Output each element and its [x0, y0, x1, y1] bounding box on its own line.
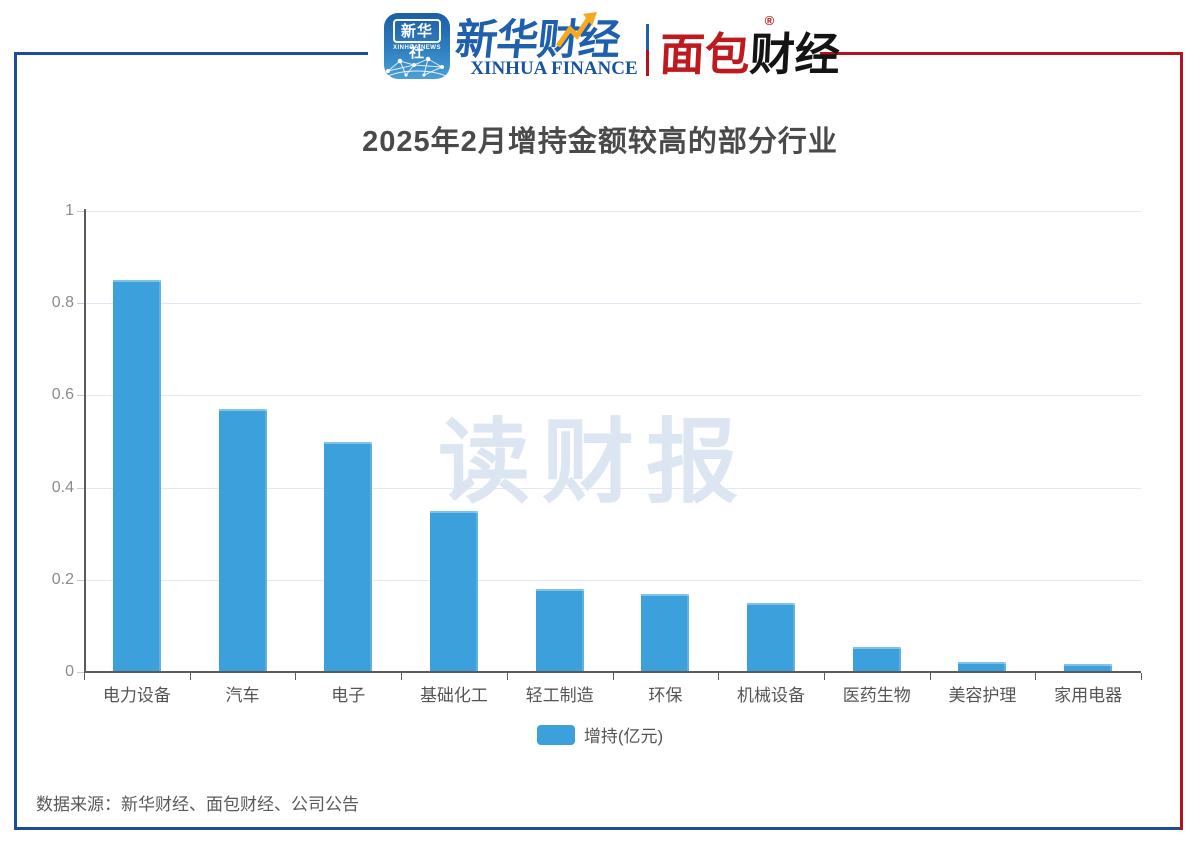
- x-axis-category-label: 电子: [331, 686, 366, 705]
- gridline: [86, 487, 1141, 489]
- x-axis-tick: [823, 673, 825, 680]
- gridline: [86, 211, 1141, 212]
- y-axis-tick-label: 0.6: [51, 386, 74, 404]
- y-axis-tick: [77, 395, 84, 397]
- x-axis-category-label: 基础化工: [419, 686, 488, 705]
- frame-top-right-line: [820, 52, 1183, 55]
- bar-医药生物: [852, 646, 901, 672]
- x-axis-category-label: 汽车: [225, 686, 260, 705]
- mianbao-black-part: 财经: [748, 29, 842, 80]
- x-axis-category-label: 美容护理: [948, 686, 1017, 705]
- x-axis-tick: [189, 673, 191, 680]
- bar-电子: [324, 441, 373, 672]
- x-axis-category-label: 机械设备: [737, 686, 806, 705]
- x-axis-tick: [929, 673, 931, 680]
- x-axis-category-label: 环保: [648, 686, 683, 705]
- xinhua-news-cn-label: 新华社: [393, 19, 441, 61]
- bar-家用电器: [1064, 663, 1113, 672]
- mianbao-red-part: 面包: [658, 29, 752, 80]
- bar-基础化工: [429, 510, 478, 672]
- x-axis-tick: [1141, 673, 1142, 680]
- y-axis-tick-label: 0.8: [51, 294, 74, 312]
- bar-美容护理: [958, 661, 1007, 672]
- y-axis-tick: [77, 303, 84, 305]
- y-axis-tick-label: 0.2: [51, 570, 74, 588]
- chart-title: 2025年2月增持金额较高的部分行业: [362, 126, 838, 158]
- gridline: [86, 303, 1141, 305]
- xinhua-news-en-label: XINHUA NEWS: [393, 45, 441, 51]
- x-axis-category-label: 电力设备: [102, 686, 171, 705]
- y-axis-tick-label: 0: [65, 663, 74, 680]
- mianbao-finance-logo: 面包财经 ®: [658, 13, 842, 83]
- bar-环保: [641, 593, 690, 672]
- y-axis-tick: [77, 672, 84, 673]
- bar-汽车: [218, 409, 267, 672]
- y-axis-tick: [77, 579, 84, 581]
- y-axis-tick: [77, 211, 84, 212]
- x-axis-tick: [506, 673, 508, 680]
- bar-电力设备: [112, 280, 161, 672]
- network-globe-icon: [385, 56, 449, 78]
- x-axis-tick: [295, 673, 297, 680]
- bar-轻工制造: [535, 589, 584, 672]
- lightning-arrow-icon: [556, 12, 597, 48]
- logo-divider: [646, 24, 649, 76]
- frame-left-line: [14, 52, 17, 830]
- y-axis-line: [84, 209, 86, 673]
- frame-bottom-line: [14, 827, 1183, 830]
- legend-color-swatch: [536, 724, 575, 745]
- divider-red-half: [646, 50, 649, 76]
- frame-right-line: [1180, 52, 1183, 830]
- x-axis-tick: [84, 673, 85, 680]
- gridline: [86, 579, 1141, 581]
- registered-trademark-mark: ®: [764, 13, 775, 28]
- x-axis-category-label: 医药生物: [842, 686, 911, 705]
- x-axis-tick: [401, 673, 403, 680]
- divider-blue-half: [646, 24, 649, 50]
- gridline: [86, 395, 1141, 397]
- legend-label: 增持(亿元): [583, 727, 664, 746]
- x-axis-line: [84, 671, 1141, 673]
- bar-机械设备: [747, 602, 796, 672]
- xinhua-news-app-icon: 新华社 XINHUA NEWS: [384, 13, 450, 79]
- y-axis-tick: [77, 487, 84, 489]
- x-axis-category-label: 家用电器: [1054, 686, 1123, 705]
- frame-top-left-line: [14, 52, 368, 55]
- x-axis-tick: [718, 673, 720, 680]
- x-axis-tick: [1035, 673, 1037, 680]
- xinhua-finance-en-logo: XINHUA FINANCE: [470, 58, 638, 79]
- y-axis-tick-label: 0.4: [51, 478, 74, 496]
- x-axis-category-label: 轻工制造: [525, 686, 594, 705]
- y-axis-tick-label: 1: [65, 202, 74, 219]
- x-axis-tick: [612, 673, 614, 680]
- chart-legend: 增持(亿元): [0, 722, 1200, 747]
- watermark-text: 读财报: [438, 412, 751, 514]
- data-source-text: 数据来源：新华财经、面包财经、公司公告: [36, 795, 359, 814]
